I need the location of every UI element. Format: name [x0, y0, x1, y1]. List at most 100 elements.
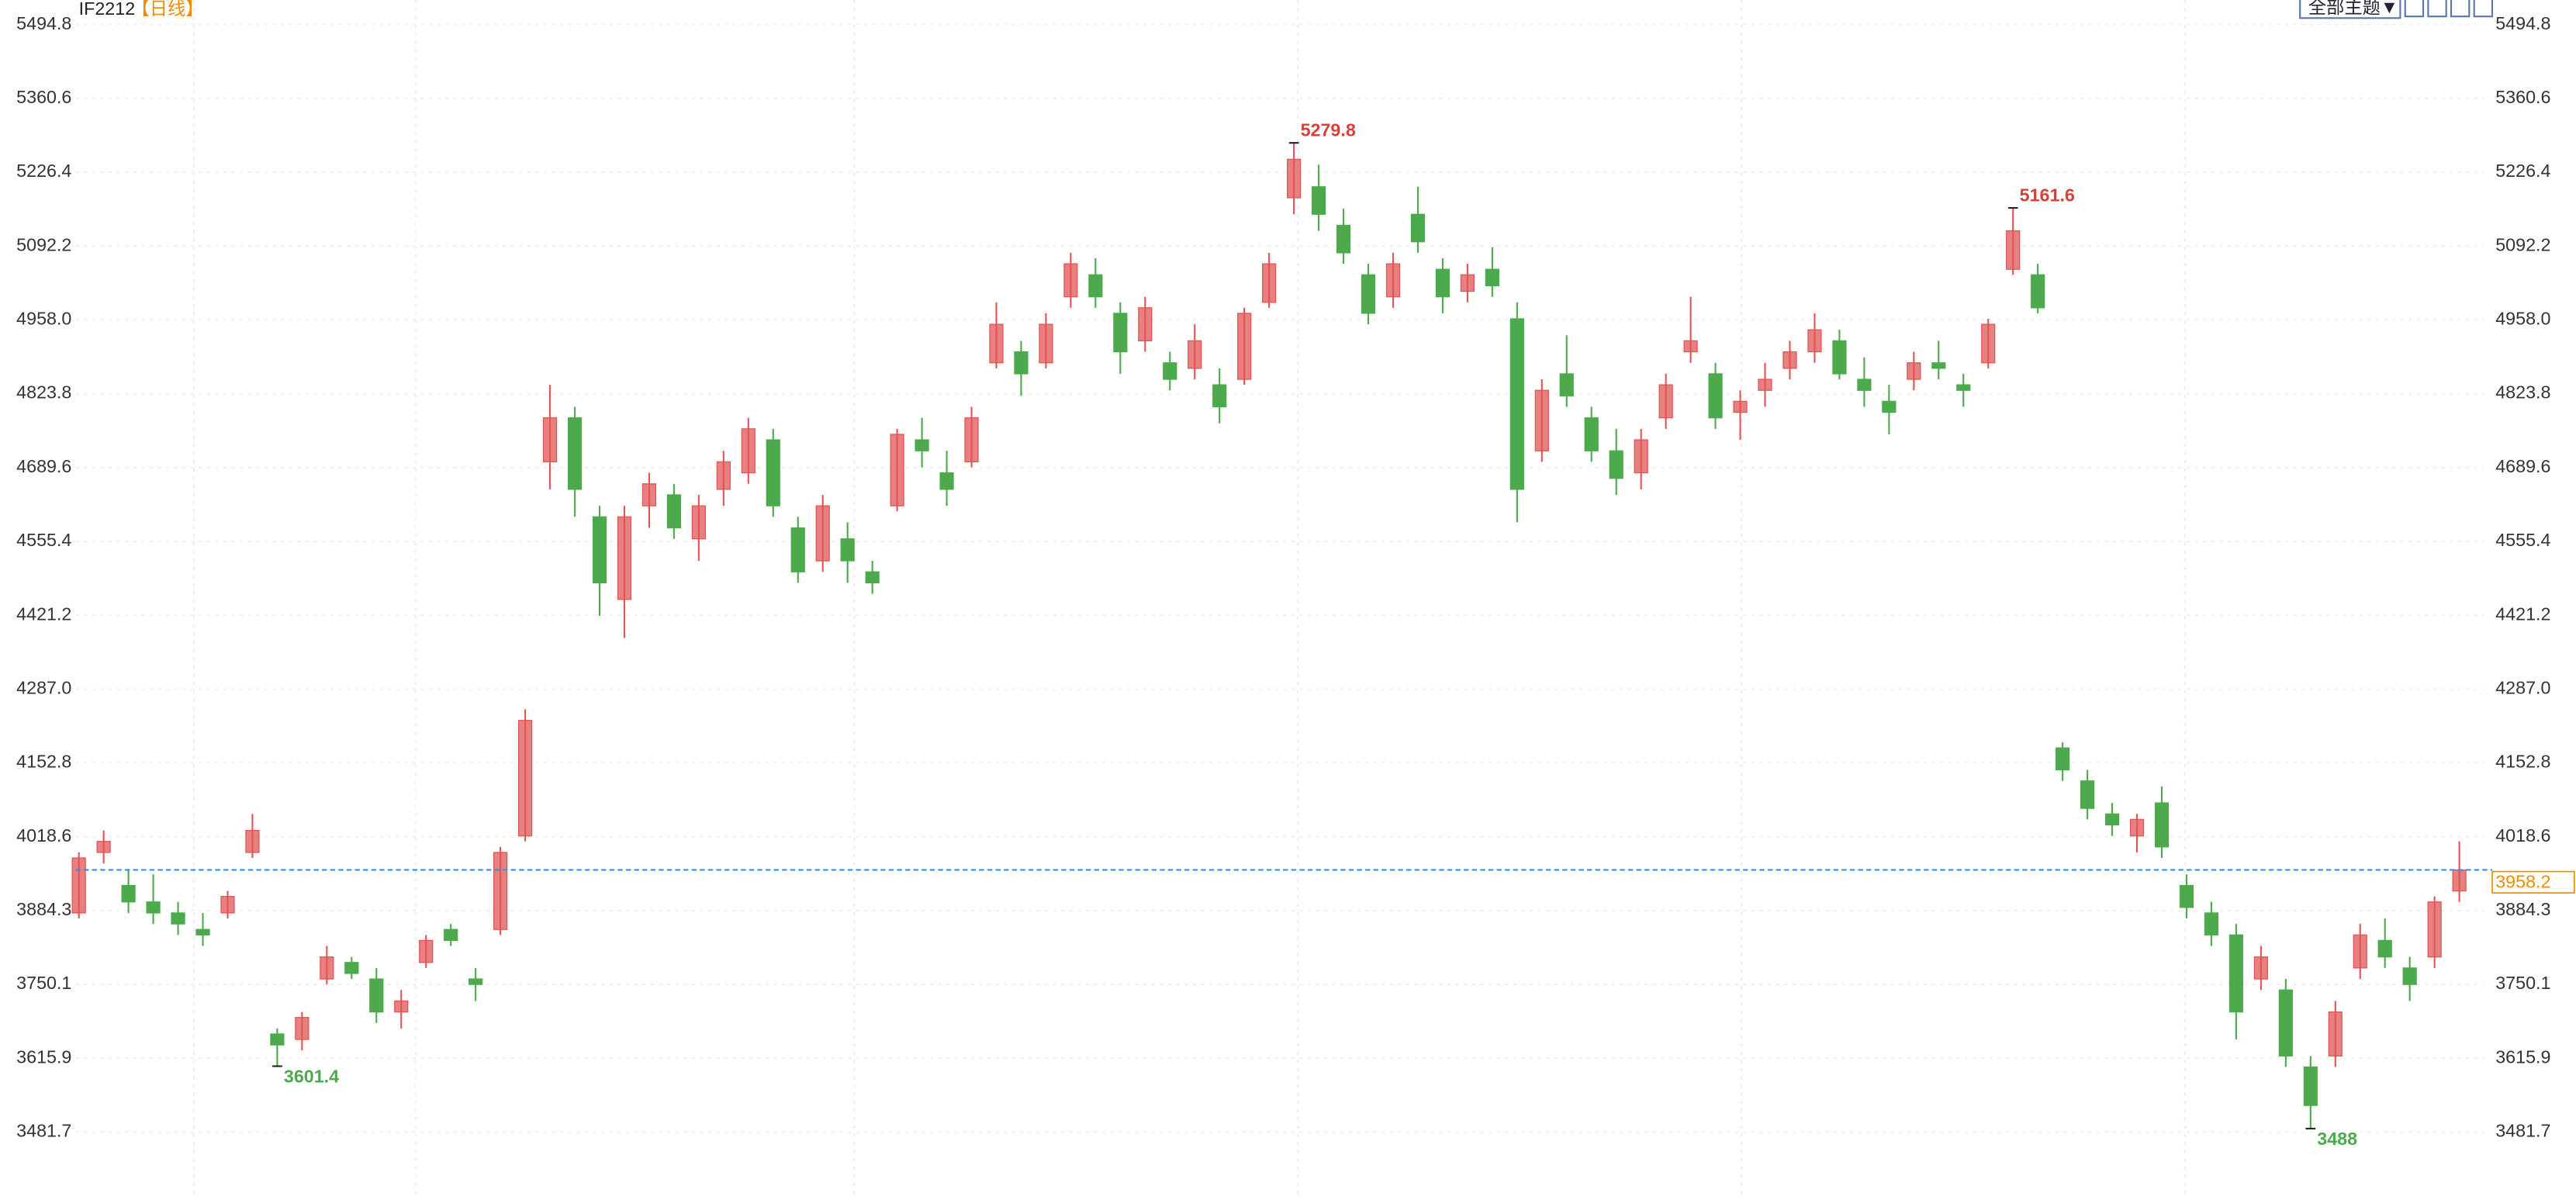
- y2-tick-label: 3750.1: [2495, 973, 2550, 993]
- candle-body: [1634, 439, 1648, 474]
- candle-body: [1063, 263, 1078, 298]
- candle-body: [2031, 274, 2045, 309]
- candle-body: [394, 1000, 409, 1013]
- candle-body: [1956, 384, 1971, 391]
- y-tick-label: 4152.8: [16, 752, 71, 772]
- candle-body: [691, 505, 706, 540]
- candle-body: [1559, 373, 1574, 396]
- candle-body: [1907, 362, 1921, 380]
- y2-tick-label: 4287.0: [2495, 677, 2550, 697]
- candle-body: [1807, 329, 1822, 353]
- y-tick-label: 5360.6: [16, 87, 71, 107]
- candle-body: [766, 439, 780, 507]
- y2-tick-label: 4689.6: [2495, 456, 2550, 476]
- candle-body: [2129, 818, 2145, 837]
- candle-body: [1138, 307, 1153, 341]
- candle-body: [1435, 268, 1451, 298]
- period-label: 【日线】: [131, 0, 203, 19]
- vertical-grid: [192, 0, 2186, 1200]
- high-label: 5161.6: [2020, 185, 2075, 205]
- candle-body: [171, 912, 185, 925]
- y-tick-label: 3750.1: [16, 973, 71, 993]
- candle-body: [1336, 224, 1351, 254]
- candle-body: [2328, 1011, 2343, 1056]
- y-tick-label: 4689.6: [16, 456, 71, 476]
- low-label: 3488: [2317, 1129, 2357, 1149]
- candle-body: [2204, 912, 2219, 935]
- candle-body: [666, 494, 682, 529]
- candle-body: [567, 417, 583, 490]
- y-tick-label: 5494.8: [16, 13, 71, 33]
- y-tick-label: 5226.4: [16, 161, 71, 181]
- y-tick-label: 5092.2: [16, 234, 71, 254]
- candle-body: [1088, 274, 1103, 298]
- candle-body: [1857, 379, 1872, 391]
- candle-body: [2303, 1066, 2318, 1106]
- low-label: 3601.4: [284, 1066, 339, 1086]
- candle-body: [989, 323, 1004, 364]
- y-tick-label: 3481.7: [16, 1121, 71, 1141]
- candle-body: [716, 461, 731, 490]
- y-tick-label: 4555.4: [16, 530, 71, 550]
- candle-body: [542, 417, 558, 463]
- tool-icon[interactable]: [2427, 0, 2447, 18]
- candle-body: [2427, 901, 2442, 958]
- candle-body: [1188, 340, 1202, 369]
- y2-tick-label: 5226.4: [2495, 161, 2550, 181]
- tool-icon[interactable]: [2473, 0, 2494, 18]
- last-price-box: [2491, 870, 2575, 894]
- candle-body: [2253, 956, 2268, 980]
- candle-body: [890, 434, 904, 507]
- candle-body: [419, 939, 434, 963]
- candle-body: [469, 978, 483, 985]
- candle-body: [1609, 450, 1623, 479]
- candle-body: [1163, 362, 1177, 380]
- candle-body: [1832, 340, 1847, 375]
- y-tick-label: 3615.9: [16, 1046, 71, 1067]
- candle-body: [1683, 340, 1698, 353]
- y-tick-label: 4421.2: [16, 603, 71, 624]
- candle-body: [220, 896, 235, 914]
- chart-title: IF2212: [79, 0, 135, 19]
- candle-body: [1485, 268, 1499, 287]
- candle-body: [295, 1017, 309, 1040]
- candle-body: [1287, 158, 1302, 199]
- tool-icon[interactable]: [2450, 0, 2471, 18]
- candle-body: [1758, 379, 1772, 391]
- y2-tick-label: 3481.7: [2495, 1121, 2550, 1141]
- last-price-label: 3958.2: [2495, 872, 2550, 892]
- candle-body: [1658, 384, 1673, 419]
- candle-body: [1460, 274, 1475, 292]
- y2-tick-label: 3884.3: [2495, 899, 2550, 919]
- y2-tick-label: 4958.0: [2495, 309, 2550, 329]
- theme-button-label[interactable]: 全部主题▼: [2308, 0, 2398, 17]
- candle-body: [1882, 400, 1897, 413]
- candle-body: [2353, 934, 2367, 969]
- candle-body: [2006, 230, 2021, 270]
- candle-body: [1708, 373, 1723, 419]
- candle-body: [2154, 802, 2170, 848]
- y-tick-label: 4823.8: [16, 382, 71, 403]
- candle-body: [815, 505, 830, 562]
- candle-body: [865, 571, 880, 584]
- y2-tick-label: 5494.8: [2495, 13, 2550, 33]
- toolbar: 全部主题▼: [2299, 0, 2494, 19]
- candle-body: [245, 829, 260, 853]
- candle-body: [1113, 313, 1128, 353]
- high-label: 5279.8: [1301, 120, 1356, 140]
- candle-body: [1584, 417, 1599, 451]
- y2-tick-label: 4152.8: [2495, 752, 2550, 772]
- candle-body: [121, 884, 136, 903]
- candle-body: [1361, 274, 1376, 314]
- candle-body: [1931, 362, 1946, 369]
- y2-tick-label: 5092.2: [2495, 234, 2550, 254]
- theme-button[interactable]: [2299, 0, 2401, 19]
- y2-tick-label: 4823.8: [2495, 382, 2550, 403]
- candle-body: [2056, 747, 2070, 771]
- candles: [71, 143, 2467, 1129]
- candle-body: [790, 527, 805, 572]
- tool-icon[interactable]: [2404, 0, 2425, 18]
- y-tick-label: 4958.0: [16, 309, 71, 329]
- candle-body: [2080, 780, 2095, 809]
